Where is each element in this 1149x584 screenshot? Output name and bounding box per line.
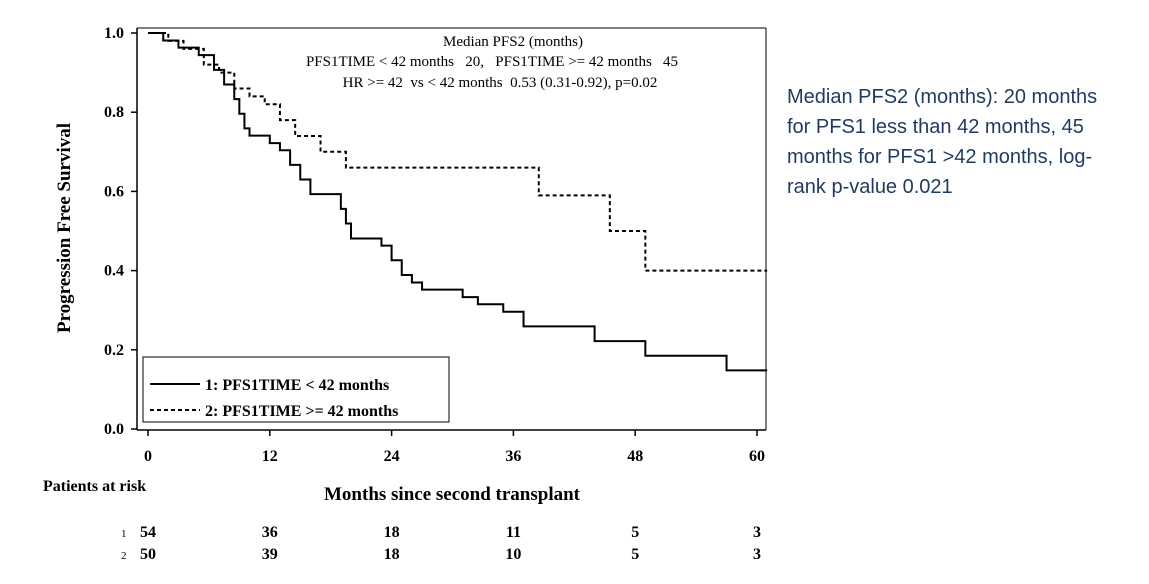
patients-at-risk-label: Patients at risk	[43, 478, 146, 495]
x-tick-label: 0	[144, 448, 152, 465]
at-risk-count: 3	[753, 524, 761, 541]
at-risk-count: 5	[631, 546, 639, 563]
at-risk-count: 10	[505, 546, 521, 563]
y-tick-label: 0.2	[104, 342, 124, 359]
at-risk-count: 11	[506, 524, 521, 541]
x-tick-label: 24	[384, 448, 400, 465]
y-ticks: 0.0 0.2 0.4 0.6 0.8 1.0	[104, 25, 137, 438]
annotation-title: Median PFS2 (months)	[443, 34, 583, 50]
survival-curves	[148, 32, 768, 372]
x-tick-label: 48	[627, 448, 643, 465]
y-tick-label: 0.8	[104, 104, 124, 121]
at-risk-count: 18	[384, 546, 400, 563]
legend-label-series-2: 2: PFS1TIME >= 42 months	[205, 403, 398, 420]
x-tick-label: 12	[262, 448, 278, 465]
at-risk-count: 50	[140, 546, 156, 563]
x-ticks: 0 12 24 36 48 60	[144, 430, 765, 465]
at-risk-count: 5	[631, 524, 639, 541]
annotation-hazard-ratio: HR >= 42 vs < 42 months 0.53 (0.31-0.92)…	[343, 75, 658, 91]
at-risk-count: 18	[384, 524, 400, 541]
y-axis-title: Progression Free Survival	[54, 123, 75, 333]
y-tick-label: 1.0	[104, 25, 124, 42]
y-tick-label: 0.0	[104, 421, 124, 438]
annotation-medians: PFS1TIME < 42 months 20, PFS1TIME >= 42 …	[306, 54, 678, 70]
y-tick-label: 0.4	[104, 263, 124, 280]
legend-label-series-1: 1: PFS1TIME < 42 months	[205, 377, 389, 394]
legend-box	[142, 356, 450, 423]
x-axis-title: Months since second transplant	[324, 484, 581, 505]
survival-curve-series-1	[148, 32, 768, 372]
at-risk-count: 54	[140, 524, 156, 541]
at-risk-table: 1 54 36 18 11 5 3 2 50 39 18 10 5 3	[121, 524, 761, 563]
at-risk-count: 3	[753, 546, 761, 563]
x-tick-label: 60	[749, 448, 765, 465]
legend: 1: PFS1TIME < 42 months 2: PFS1TIME >= 4…	[142, 356, 450, 423]
y-tick-label: 0.6	[104, 183, 124, 200]
median-summary-note: Median PFS2 (months): 20 months for PFS1…	[787, 86, 1098, 198]
x-tick-label: 36	[505, 448, 521, 465]
at-risk-row-index: 2	[121, 550, 127, 562]
at-risk-row-index: 1	[121, 528, 127, 540]
at-risk-count: 36	[262, 524, 278, 541]
at-risk-count: 39	[262, 546, 278, 563]
